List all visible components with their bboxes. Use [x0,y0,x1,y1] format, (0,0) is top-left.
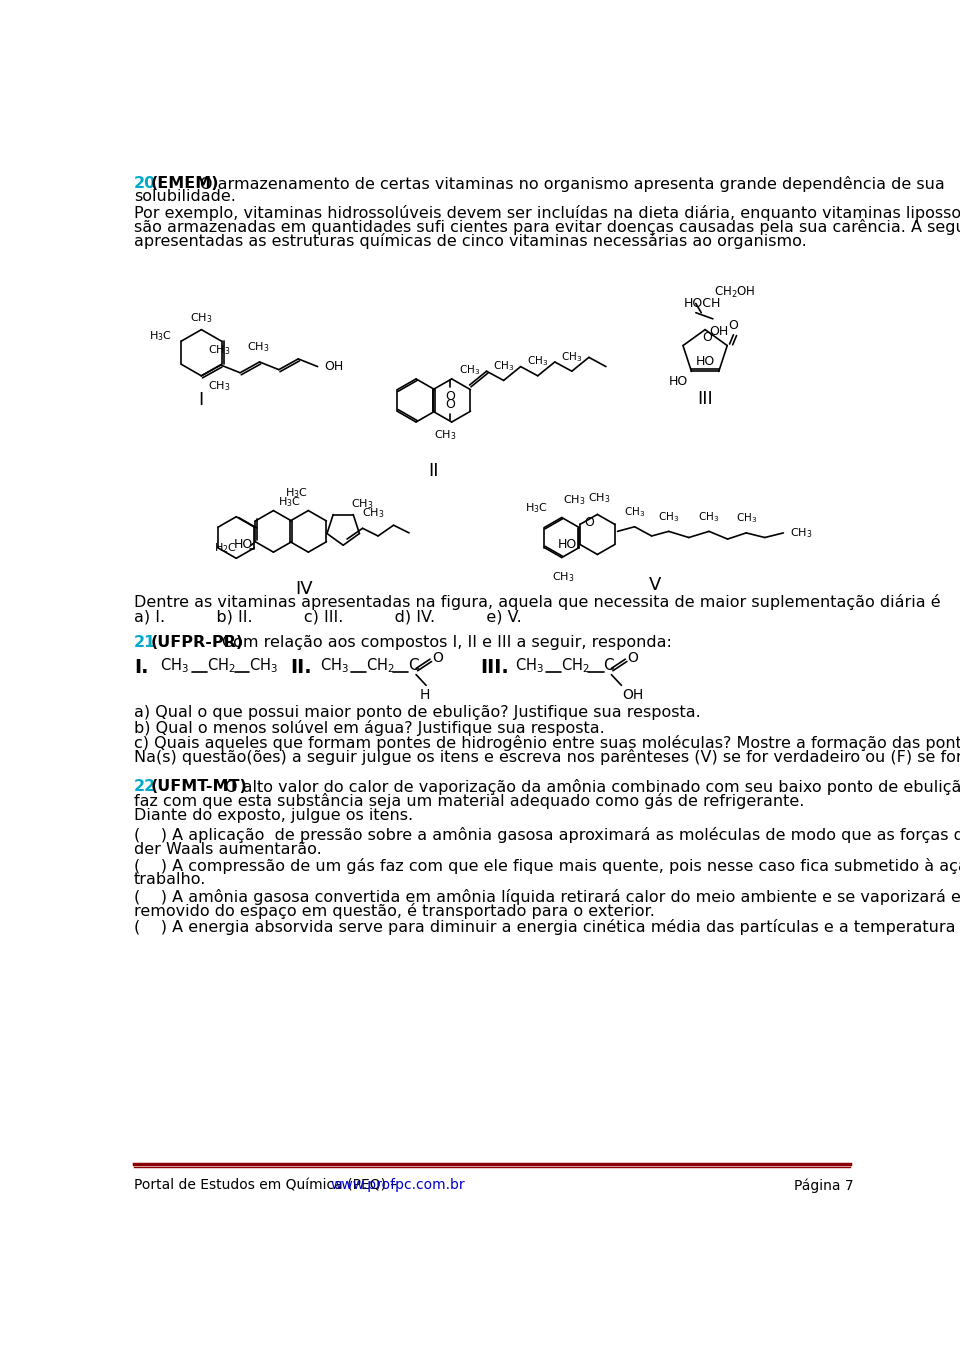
Text: CH$_3$: CH$_3$ [493,359,515,373]
Text: CH$_3$: CH$_3$ [207,380,230,394]
Text: Página 7: Página 7 [794,1178,853,1193]
Text: c) Quais aqueles que formam pontes de hidrogênio entre suas moléculas? Mostre a : c) Quais aqueles que formam pontes de hi… [134,735,960,751]
Text: CH$_2$OH: CH$_2$OH [714,286,756,301]
Text: CH$_3$: CH$_3$ [735,511,756,526]
Text: a) Qual o que possui maior ponto de ebulição? Justifique sua resposta.: a) Qual o que possui maior ponto de ebul… [134,705,701,720]
Text: O: O [729,318,738,332]
Text: HO: HO [233,538,252,551]
Text: www.profpc.com.br: www.profpc.com.br [331,1178,466,1192]
Text: CH$_3$: CH$_3$ [516,656,544,675]
Text: b) Qual o menos solúvel em água? Justifique sua resposta.: b) Qual o menos solúvel em água? Justifi… [134,720,605,736]
Text: HO: HO [558,538,577,551]
Text: H$_3$C: H$_3$C [525,501,548,515]
Text: H: H [420,689,430,702]
Text: CH$_3$: CH$_3$ [351,497,373,511]
Text: O armazenamento de certas vitaminas no organismo apresenta grande dependência de: O armazenamento de certas vitaminas no o… [200,175,945,191]
Text: V: V [649,576,660,594]
Text: O: O [432,651,444,666]
Text: C: C [408,658,419,673]
Text: HOCH: HOCH [684,298,721,310]
Text: OH: OH [324,360,343,373]
Text: solubilidade.: solubilidade. [134,190,236,205]
Text: (    ) A amônia gasosa convertida em amônia líquida retirará calor do meio ambie: ( ) A amônia gasosa convertida em amônia… [134,888,960,905]
Text: O: O [445,390,455,403]
Text: IV: IV [296,580,313,599]
Text: apresentadas as estruturas químicas de cinco vitaminas necessárias ao organismo.: apresentadas as estruturas químicas de c… [134,233,806,248]
Text: I: I [199,391,204,410]
Text: Por exemplo, vitaminas hidrossolúveis devem ser incluídas na dieta diária, enqua: Por exemplo, vitaminas hidrossolúveis de… [134,205,960,221]
Text: CH$_3$: CH$_3$ [320,656,348,675]
Text: II: II [428,462,439,480]
Text: Dentre as vitaminas apresentadas na figura, aquela que necessita de maior suplem: Dentre as vitaminas apresentadas na figu… [134,594,941,611]
Text: (    ) A energia absorvida serve para diminuir a energia cinética média das part: ( ) A energia absorvida serve para dimin… [134,919,960,936]
Text: CH$_3$: CH$_3$ [208,344,230,357]
Text: OH: OH [622,689,643,702]
Text: CH$_3$: CH$_3$ [190,311,212,325]
Text: CH$_3$: CH$_3$ [564,493,586,507]
Text: CH$_3$: CH$_3$ [698,510,720,523]
Text: der Waals aumentarão.: der Waals aumentarão. [134,841,322,857]
Text: O: O [585,516,594,530]
Text: H$_3$C: H$_3$C [149,329,172,342]
Text: CH$_3$: CH$_3$ [434,429,457,442]
Text: 21: 21 [134,635,156,650]
Text: CH$_3$: CH$_3$ [527,355,548,368]
Text: I.: I. [134,658,149,677]
Text: (UFMT-MT): (UFMT-MT) [151,779,248,794]
Text: H$_2$C: H$_2$C [214,541,237,555]
Text: Portal de Estudos em Química (PEQ) –: Portal de Estudos em Química (PEQ) – [134,1178,401,1192]
Text: C: C [604,658,614,673]
Text: O: O [445,398,455,411]
Text: III.: III. [480,658,509,677]
Text: CH$_2$: CH$_2$ [561,656,589,675]
Text: CH$_2$: CH$_2$ [366,656,395,675]
Text: O: O [702,332,711,344]
Text: II.: II. [291,658,312,677]
Text: são armazenadas em quantidades sufi cientes para evitar doenças causadas pela su: são armazenadas em quantidades sufi cien… [134,218,960,235]
Text: 22: 22 [134,779,156,794]
Text: Diante do exposto, julgue os itens.: Diante do exposto, julgue os itens. [134,807,413,822]
Text: CH$_3$: CH$_3$ [624,506,645,519]
Text: HO: HO [668,375,687,388]
Text: CH$_3$: CH$_3$ [789,526,812,539]
Text: (    ) A aplicação  de pressão sobre a amônia gasosa aproximará as moléculas de : ( ) A aplicação de pressão sobre a amôni… [134,828,960,842]
Text: CH$_3$: CH$_3$ [659,510,680,523]
Text: faz com que esta substância seja um material adequado como gás de refrigerante.: faz com que esta substância seja um mate… [134,793,804,809]
Text: (    ) A compressão de um gás faz com que ele fique mais quente, pois nesse caso: ( ) A compressão de um gás faz com que e… [134,857,960,874]
Text: CH$_3$: CH$_3$ [160,656,189,675]
Text: (UFPR-PR): (UFPR-PR) [151,635,244,650]
Text: CH$_3$: CH$_3$ [588,492,611,506]
Text: O: O [628,651,638,666]
Text: 20: 20 [134,175,156,190]
Text: trabalho.: trabalho. [134,872,206,887]
Text: CH$_3$: CH$_3$ [247,341,269,355]
Text: OH: OH [709,325,729,337]
Text: H$_3$C: H$_3$C [285,487,308,500]
Text: a) I.          b) II.          c) III.          d) IV.          e) V.: a) I. b) II. c) III. d) IV. e) V. [134,609,521,624]
Text: Na(s) questão(ões) a seguir julgue os itens e escreva nos parênteses (V) se for : Na(s) questão(ões) a seguir julgue os it… [134,749,960,766]
Text: removido do espaço em questão, é transportado para o exterior.: removido do espaço em questão, é transpo… [134,903,655,919]
Text: H$_3$C: H$_3$C [277,495,300,510]
Text: O alto valor do calor de vaporização da amônia combinado com seu baixo ponto de : O alto valor do calor de vaporização da … [225,779,960,794]
Text: HO: HO [696,355,715,368]
Text: CH$_3$: CH$_3$ [250,656,278,675]
Text: Com relação aos compostos I, II e III a seguir, responda:: Com relação aos compostos I, II e III a … [223,635,672,650]
Text: CH$_3$: CH$_3$ [552,570,574,584]
Text: CH$_3$: CH$_3$ [362,506,384,520]
Text: CH$_3$: CH$_3$ [459,364,480,377]
Text: CH$_3$: CH$_3$ [562,349,583,364]
Text: III: III [697,390,713,407]
Text: CH$_2$: CH$_2$ [206,656,235,675]
Text: (EMEM): (EMEM) [151,175,220,190]
